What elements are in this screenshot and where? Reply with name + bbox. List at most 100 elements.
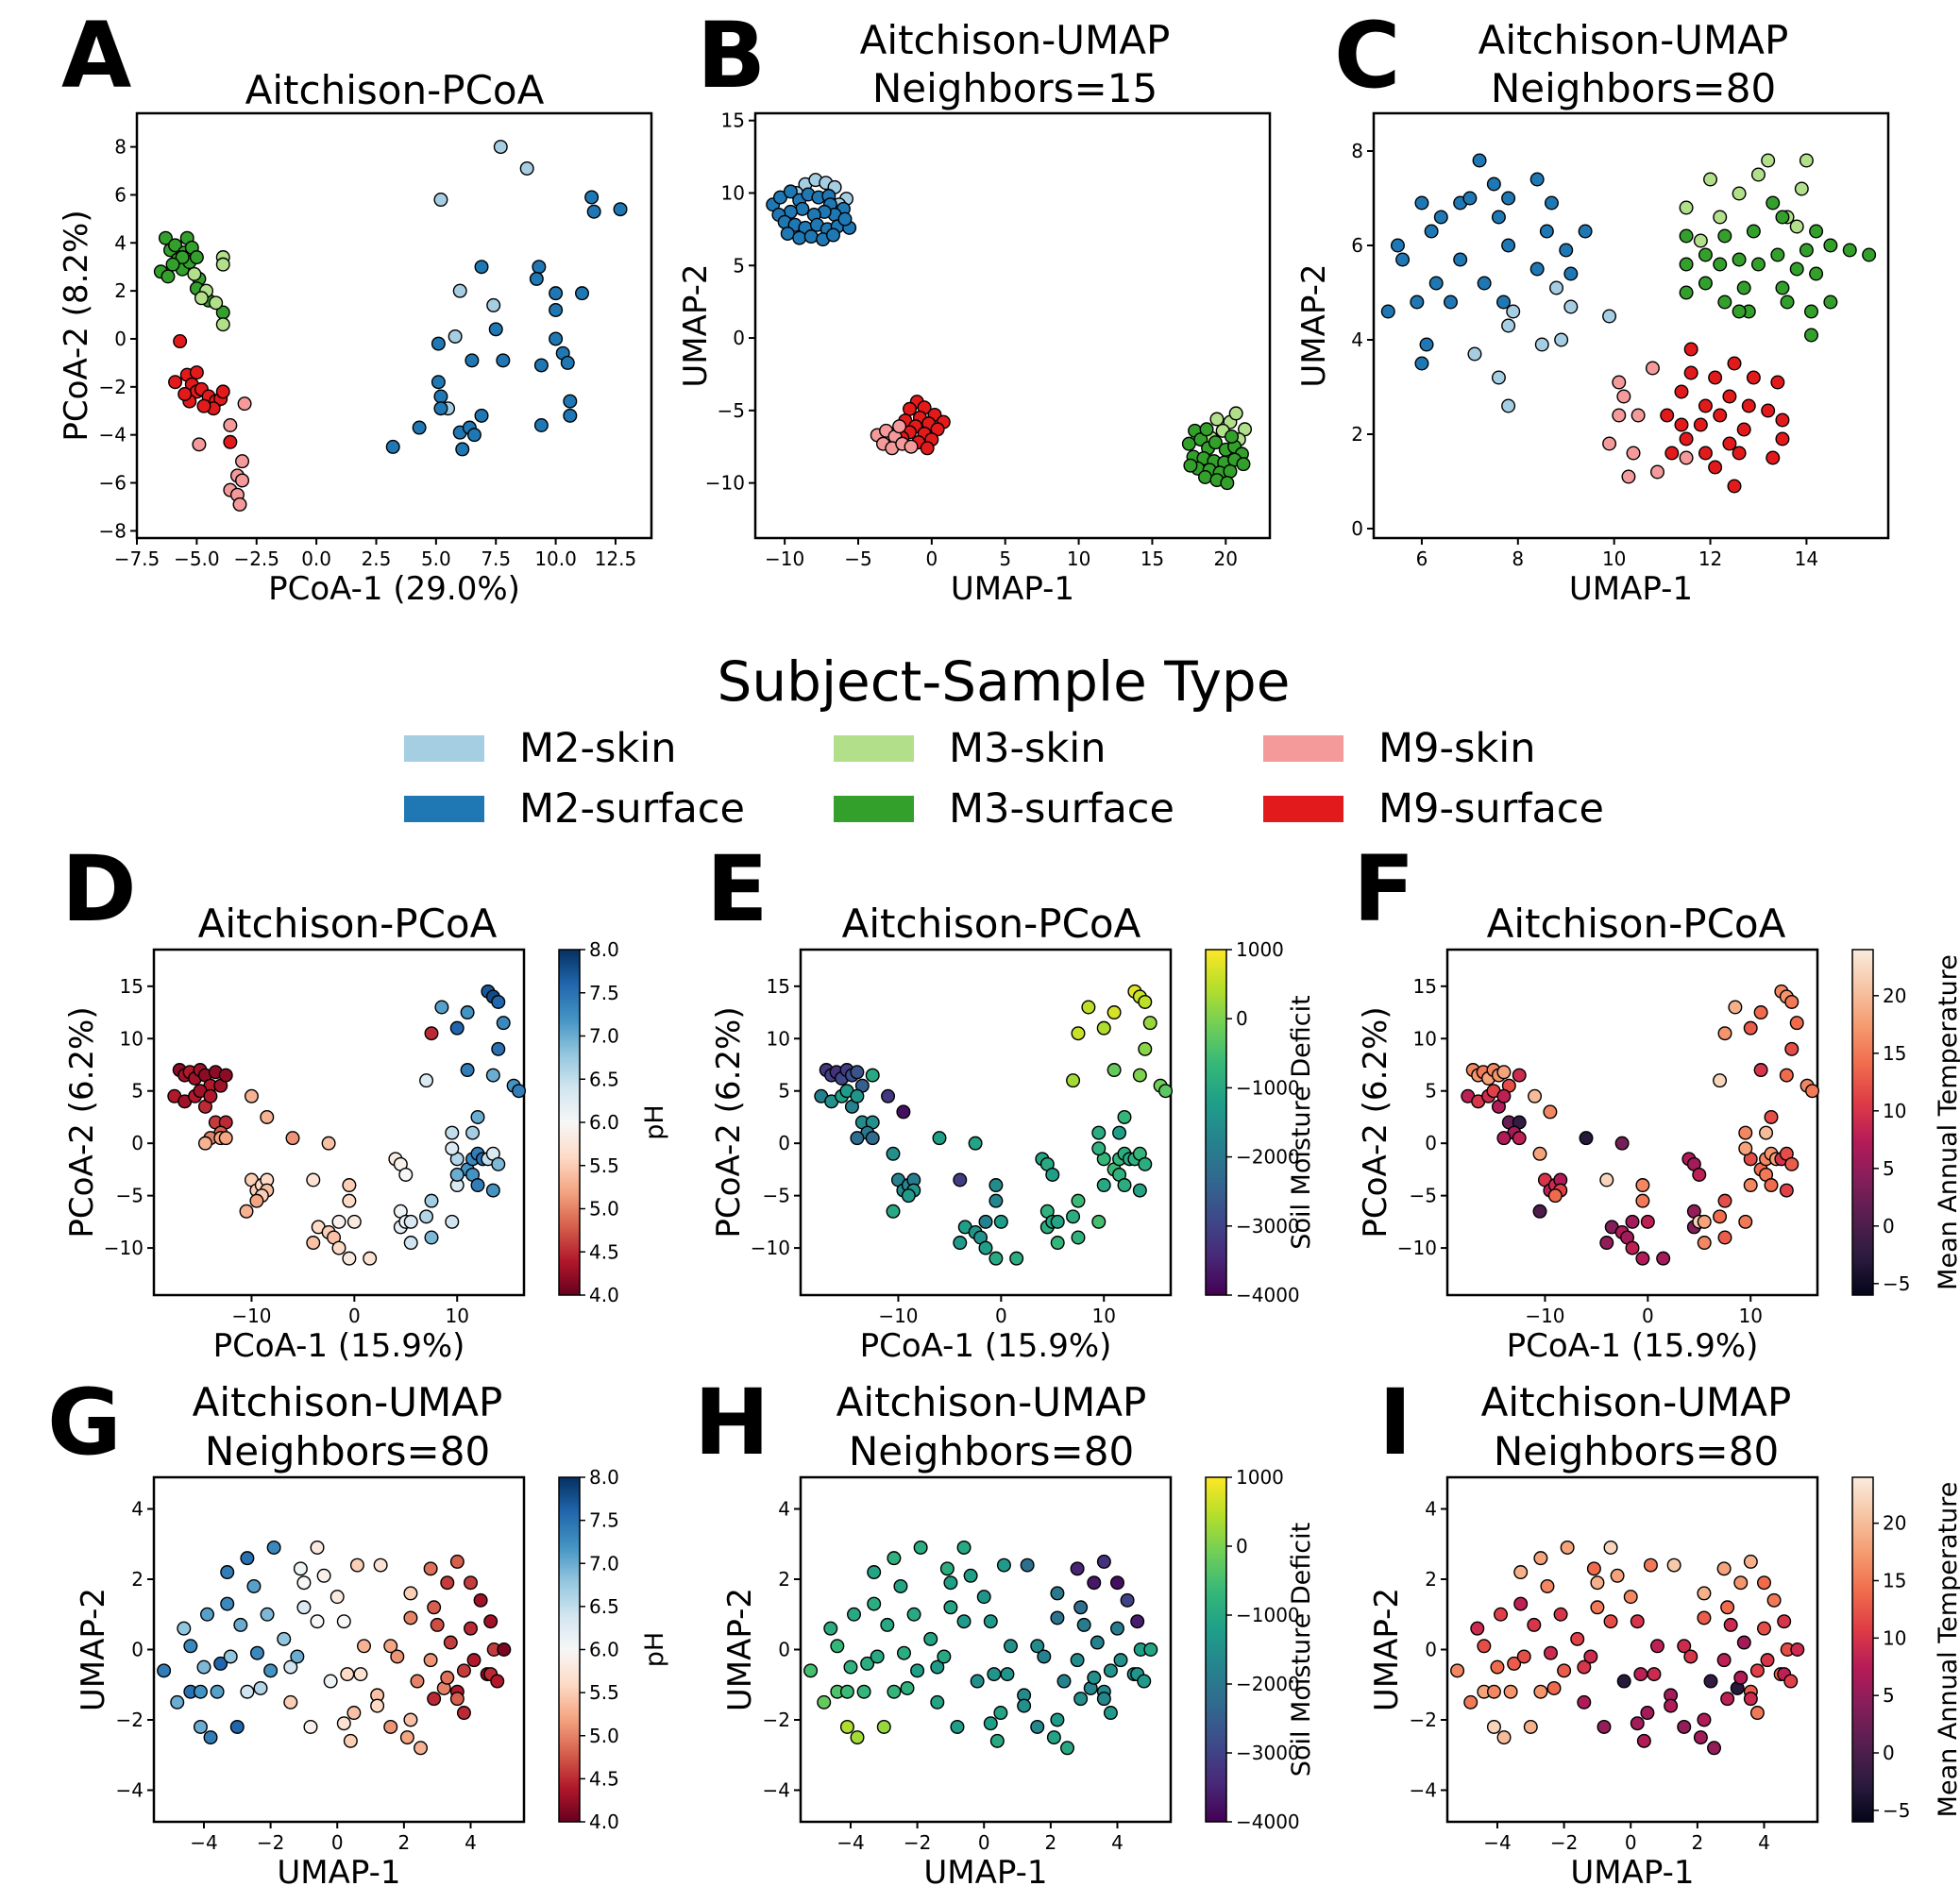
- axes-frame: [799, 1475, 1173, 1824]
- colorbar-tick-label: 1000: [1236, 938, 1284, 961]
- colorbar-tick-label: 10: [1883, 1626, 1906, 1649]
- data-point: [512, 1084, 527, 1099]
- colorbar-tick-label: −4000: [1236, 1810, 1300, 1833]
- data-point: [993, 1214, 1008, 1229]
- legend-swatch: [404, 735, 484, 762]
- data-point: [1679, 200, 1694, 215]
- data-point: [896, 1104, 911, 1120]
- data-point: [235, 473, 250, 488]
- data-point: [1503, 1684, 1518, 1699]
- data-point: [847, 1607, 862, 1622]
- colorbar: −5 0 5 10 15 20 Mean Annual Temperature: [1851, 949, 1960, 1296]
- data-point: [470, 1109, 485, 1124]
- data-point: [1501, 398, 1516, 413]
- data-point: [419, 1209, 434, 1224]
- data-point: [896, 1645, 911, 1660]
- data-point: [1020, 1558, 1035, 1573]
- data-point: [1809, 224, 1824, 239]
- panel-title: Neighbors=80: [849, 1428, 1134, 1474]
- data-point: [970, 1674, 985, 1689]
- data-point: [1621, 469, 1636, 484]
- data-point: [1683, 342, 1698, 357]
- data-point: [449, 1020, 465, 1036]
- data-point: [1693, 1730, 1708, 1745]
- data-point: [1679, 257, 1694, 272]
- data-point: [1091, 1141, 1107, 1156]
- data-point: [1143, 1642, 1158, 1657]
- data-point: [1722, 436, 1737, 451]
- data-point: [1395, 252, 1411, 267]
- data-point: [968, 1136, 983, 1151]
- data-point: [1096, 1692, 1111, 1707]
- x-tick-label: −10: [1525, 1305, 1564, 1327]
- x-tick-label: 2: [1691, 1831, 1703, 1854]
- data-point: [244, 1088, 259, 1103]
- legend-swatch: [834, 735, 914, 762]
- data-point: [837, 211, 853, 227]
- colorbar-tick-label: 0: [1236, 1535, 1248, 1558]
- x-axis-label: UMAP-1: [1570, 1854, 1694, 1892]
- x-tick-label: 4: [465, 1831, 477, 1854]
- data-point: [218, 1068, 233, 1083]
- data-point: [1761, 403, 1776, 418]
- data-point: [903, 401, 918, 416]
- data-point: [1610, 1568, 1625, 1583]
- data-point: [939, 1561, 955, 1576]
- data-point: [850, 1131, 865, 1146]
- y-tick-label: 15: [721, 109, 745, 132]
- y-tick-label: −4: [1410, 1778, 1437, 1801]
- data-point: [1727, 356, 1742, 371]
- data-point: [900, 1680, 915, 1695]
- data-point: [1496, 1730, 1512, 1745]
- y-tick-label: 2: [131, 1568, 144, 1591]
- panel-label: A: [61, 3, 131, 109]
- axes-frame: [799, 948, 1173, 1297]
- data-point: [448, 328, 463, 344]
- data-point: [1070, 1653, 1085, 1668]
- panel-title: Neighbors=80: [1491, 65, 1776, 111]
- data-point: [1809, 266, 1824, 281]
- data-point: [1554, 332, 1569, 347]
- colorbar-tick-label: 5: [1883, 1157, 1895, 1180]
- data-point: [356, 1639, 371, 1654]
- data-point: [1539, 224, 1554, 239]
- y-tick-label: 0: [114, 328, 127, 350]
- data-point: [1577, 1694, 1592, 1709]
- data-point: [1753, 1005, 1768, 1020]
- data-point: [342, 1251, 357, 1266]
- data-point: [175, 250, 190, 265]
- x-tick-label: 0: [348, 1305, 361, 1327]
- colorbar-tick-label: 7.0: [589, 1552, 619, 1575]
- data-point: [1486, 177, 1501, 192]
- data-point: [189, 365, 204, 380]
- data-point: [892, 419, 907, 434]
- panel-label: E: [706, 836, 769, 942]
- data-point: [529, 271, 544, 286]
- data-point: [1775, 431, 1790, 446]
- data-point: [306, 1172, 321, 1187]
- x-tick-label: 7.5: [481, 547, 511, 570]
- colorbar-tick-label: 0: [1236, 1007, 1248, 1030]
- data-point: [340, 1667, 355, 1682]
- data-point: [1050, 1214, 1065, 1229]
- data-point: [1666, 1558, 1681, 1573]
- data-point: [196, 1659, 211, 1675]
- data-point: [249, 1645, 264, 1660]
- data-point: [856, 1684, 871, 1699]
- data-point: [906, 1607, 921, 1622]
- colorbar-tick-label: 0: [1883, 1742, 1895, 1764]
- data-point: [1491, 210, 1506, 225]
- data-point: [485, 1068, 500, 1083]
- data-point: [1528, 1088, 1543, 1103]
- data-point: [1630, 1614, 1645, 1629]
- data-point: [1091, 1214, 1107, 1229]
- y-tick-label: 15: [767, 975, 790, 998]
- data-point: [1197, 469, 1212, 484]
- data-point: [1677, 1719, 1692, 1734]
- data-point: [953, 1236, 968, 1251]
- data-point: [1507, 1656, 1522, 1671]
- colorbar-fill: [1205, 949, 1227, 1296]
- y-tick-label: 0: [733, 327, 745, 349]
- panel-title: Aitchison-PCoA: [1487, 901, 1786, 947]
